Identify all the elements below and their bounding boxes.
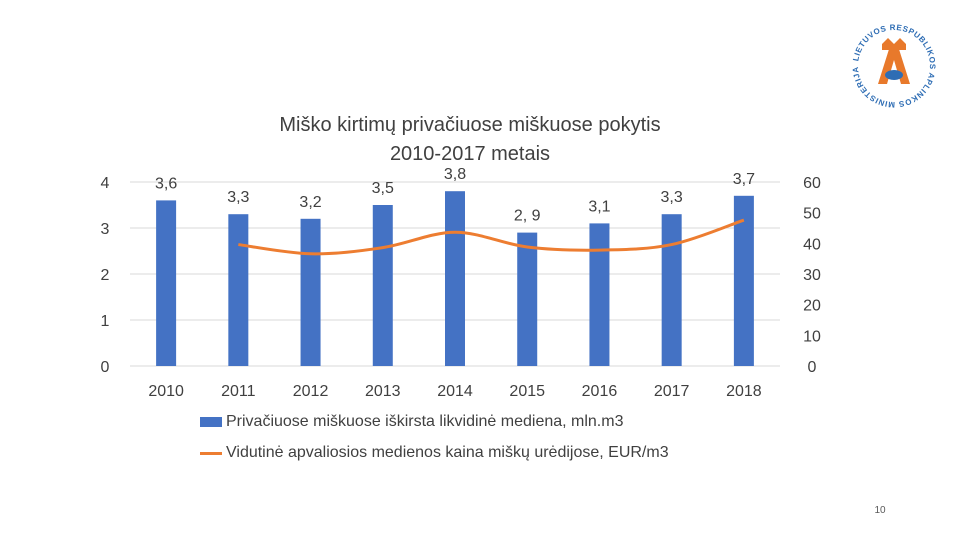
y2-tick-label: 30 bbox=[803, 267, 821, 284]
bar-data-label: 3,5 bbox=[372, 180, 394, 197]
bar bbox=[445, 191, 465, 366]
bar bbox=[589, 223, 610, 366]
svg-text:LIETUVOS RESPUBLIKOS APLINKOS: LIETUVOS RESPUBLIKOS APLINKOS MINISTERIJ… bbox=[851, 23, 937, 109]
x-tick-label: 2010 bbox=[148, 383, 184, 400]
legend-bar-swatch bbox=[200, 417, 222, 427]
bar-data-label: 3,3 bbox=[227, 189, 249, 206]
logo-leaf-icon bbox=[885, 70, 903, 80]
y2-tick-label: 50 bbox=[803, 206, 821, 223]
logo-text: LIETUVOS RESPUBLIKOS APLINKOS MINISTERIJ… bbox=[851, 23, 937, 109]
bar-data-label: 3,7 bbox=[733, 171, 755, 188]
bar bbox=[300, 218, 321, 366]
bar-data-label: 3,8 bbox=[444, 166, 466, 183]
y2-tick-label: 40 bbox=[803, 236, 821, 253]
legend-line-swatch bbox=[200, 451, 222, 455]
page-number: 10 bbox=[874, 505, 886, 516]
x-tick-label: 2018 bbox=[726, 383, 762, 400]
x-tick-label: 2011 bbox=[221, 383, 256, 400]
bar bbox=[733, 195, 754, 366]
bar-data-label: 3,6 bbox=[155, 175, 177, 192]
legend-bar-label: Privačiuose miškuose iškirsta likvidinė … bbox=[226, 413, 624, 430]
series-line-price bbox=[238, 218, 745, 256]
bar bbox=[661, 214, 682, 366]
bar bbox=[156, 200, 177, 366]
y2-tick-label: 20 bbox=[803, 298, 821, 315]
legend-line-label: Vidutinė apvaliosios medienos kaina mišk… bbox=[226, 444, 669, 461]
x-tick-label: 2015 bbox=[509, 383, 545, 400]
bar bbox=[228, 214, 249, 366]
x-tick-label: 2017 bbox=[654, 383, 690, 400]
y-tick-label: 0 bbox=[101, 359, 110, 376]
ministry-logo: LIETUVOS RESPUBLIKOS APLINKOS MINISTERIJ… bbox=[851, 23, 937, 109]
legend-item-bars: Privačiuose miškuose iškirsta likvidinė … bbox=[200, 413, 623, 431]
bar-data-label: 3,1 bbox=[588, 198, 610, 215]
y-tick-label: 4 bbox=[101, 175, 110, 192]
y2-tick-label: 10 bbox=[803, 328, 821, 345]
y-tick-label: 3 bbox=[101, 221, 110, 238]
logo-crown-icon bbox=[882, 38, 906, 50]
x-tick-label: 2016 bbox=[582, 383, 618, 400]
y-tick-label: 2 bbox=[101, 267, 110, 284]
y2-tick-label: 0 bbox=[808, 359, 817, 376]
bar-data-label: 3,3 bbox=[661, 189, 683, 206]
x-tick-label: 2014 bbox=[437, 383, 473, 400]
y-tick-label: 1 bbox=[101, 313, 110, 330]
bar-data-label: 2, 9 bbox=[514, 208, 541, 225]
bar-data-label: 3,2 bbox=[299, 194, 321, 211]
chart-title: Miško kirtimų privačiuose miškuose pokyt… bbox=[279, 114, 661, 136]
y2-tick-label: 60 bbox=[803, 175, 821, 192]
x-tick-label: 2012 bbox=[293, 383, 329, 400]
bar bbox=[372, 205, 393, 366]
legend-item-line: Vidutinė apvaliosios medienos kaina mišk… bbox=[200, 444, 669, 462]
chart-subtitle: 2010-2017 metais bbox=[389, 143, 551, 165]
bar bbox=[517, 232, 538, 366]
x-tick-label: 2013 bbox=[365, 383, 401, 400]
